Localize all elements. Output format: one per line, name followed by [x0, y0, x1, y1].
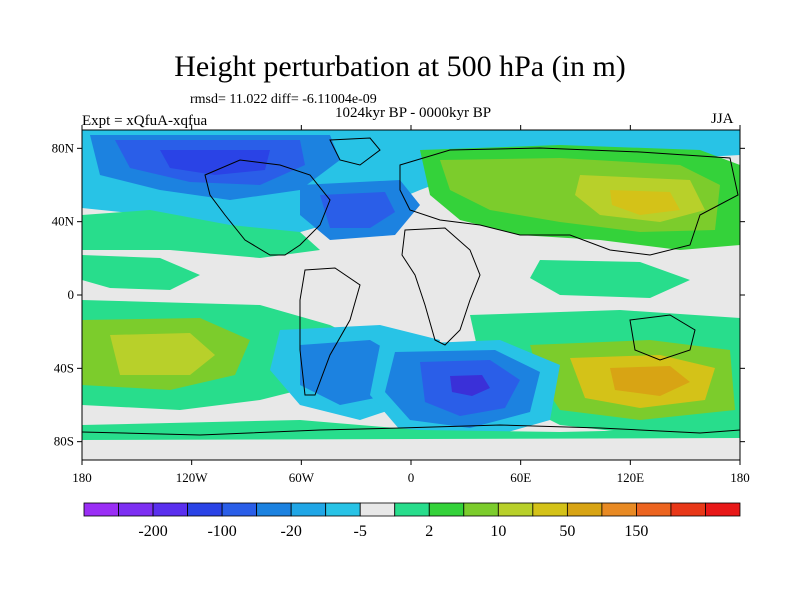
- stats-line: rmsd= 11.022 diff= -6.11004e-09: [190, 92, 377, 107]
- indian-ocean-patch: [530, 260, 690, 298]
- colorbar-label: 50: [559, 523, 575, 540]
- contour-field: [82, 130, 740, 460]
- colorbar-label: -20: [280, 523, 301, 540]
- colorbar-label: -100: [207, 523, 236, 540]
- central-pacific-patch: [82, 255, 200, 290]
- colorbar-swatch: [566, 502, 603, 517]
- x-tick-label: 180: [72, 470, 92, 485]
- colorbar-label: 10: [490, 523, 506, 540]
- coast-africa: [401, 227, 481, 346]
- colorbar-swatch: [187, 502, 223, 517]
- experiment-label: Expt = xQfuA-xqfua: [82, 113, 208, 129]
- y-tick-label: 40S: [54, 360, 74, 375]
- coast-australia: [629, 314, 696, 361]
- x-tick-label: 60W: [289, 470, 315, 485]
- colorbar-swatch: [497, 502, 534, 517]
- y-tick-label: 80S: [54, 434, 74, 449]
- coast-south-america: [299, 267, 361, 396]
- axis-ticks: 180 120W 60W 0 60E 120E 180 80N 40N 0 40S 80S: [52, 125, 750, 485]
- colorbar-label: -200: [138, 523, 167, 540]
- colorbar-swatch: [428, 502, 465, 517]
- x-tick-label: 180: [730, 470, 750, 485]
- x-tick-label: 60E: [510, 470, 531, 485]
- colorbar-swatch: [394, 502, 430, 517]
- southern-indian-low-core: [450, 375, 490, 396]
- colorbar-swatch: [636, 502, 672, 517]
- coast-eurasia: [399, 147, 739, 256]
- coastlines: [82, 137, 740, 436]
- colorbar-swatch: [463, 502, 499, 517]
- greenland-low-core: [160, 150, 270, 175]
- colorbar-swatch: [221, 502, 258, 517]
- colorbar: -200 -100 -20 -5 2 10 50 150: [83, 502, 741, 540]
- x-tick-label: 120W: [176, 470, 209, 485]
- eurasia-high-core: [610, 190, 680, 215]
- colorbar-swatch: [601, 502, 637, 517]
- y-tick-label: 0: [68, 287, 75, 302]
- x-tick-label: 120E: [617, 470, 645, 485]
- period-line: 1024kyr BP - 0000kyr BP: [334, 105, 492, 121]
- colorbar-swatch: [670, 502, 706, 517]
- colorbar-swatch: [705, 502, 741, 517]
- coast-greenland: [329, 137, 381, 166]
- colorbar-label: 2: [425, 523, 433, 540]
- y-tick-label: 40N: [52, 214, 75, 229]
- y-tick-label: 80N: [52, 140, 75, 155]
- colorbar-swatch: [359, 502, 396, 517]
- colorbar-label: 150: [624, 523, 648, 540]
- colorbar-swatch: [325, 502, 361, 517]
- colorbar-swatch: [532, 502, 568, 517]
- colorbar-swatch: [83, 502, 119, 517]
- antarctic-neutral-strip: [82, 438, 740, 460]
- australia-south-high-core: [610, 366, 690, 396]
- colorbar-swatch: [152, 502, 188, 517]
- south-pacific-high-core: [110, 333, 215, 375]
- x-tick-label: 0: [408, 470, 415, 485]
- colorbar-label: -5: [354, 523, 367, 540]
- colorbar-swatch: [118, 502, 154, 517]
- colorbar-swatch: [290, 502, 327, 517]
- plot-title: Height perturbation at 500 hPa (in m): [174, 50, 626, 83]
- colorbar-swatch: [256, 502, 292, 517]
- north-pacific-low-core: [320, 192, 395, 228]
- coast-north-america: [204, 159, 331, 256]
- coast-antarctica: [82, 424, 740, 436]
- season-label: JJA: [711, 111, 734, 127]
- north-pacific-band: [82, 210, 320, 258]
